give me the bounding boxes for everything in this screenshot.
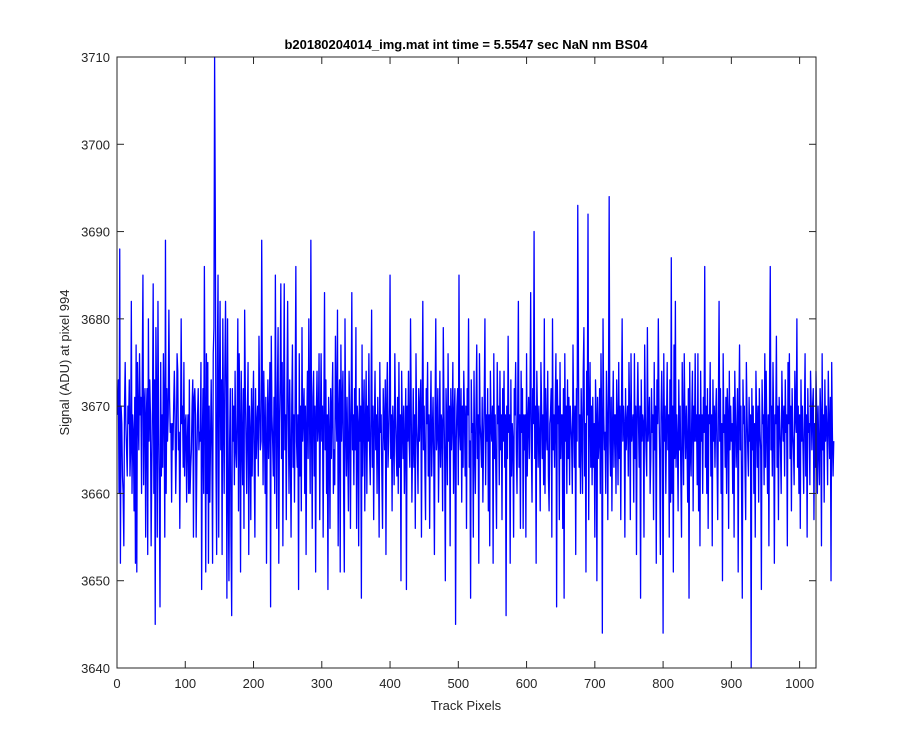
x-tick-label: 500 (447, 676, 469, 691)
x-axis-ticks: 0 100 200 300 400 500 600 700 800 900 1000 (113, 57, 814, 691)
x-tick-label: 0 (113, 676, 120, 691)
y-axis-ticks: 3640 3650 3660 3670 3680 3690 3700 3710 (81, 50, 816, 676)
y-tick-label: 3700 (81, 137, 110, 152)
y-tick-label: 3680 (81, 312, 110, 327)
series-layer (117, 56, 835, 669)
x-axis-label: Track Pixels (431, 698, 502, 713)
y-tick-label: 3690 (81, 225, 110, 240)
x-tick-label: 300 (311, 676, 333, 691)
y-tick-label: 3640 (81, 661, 110, 676)
signal-series-line (117, 56, 835, 669)
chart-title: b20180204014_img.mat int time = 5.5547 s… (284, 37, 648, 52)
x-tick-label: 100 (174, 676, 196, 691)
y-tick-label: 3710 (81, 50, 110, 65)
x-tick-label: 800 (652, 676, 674, 691)
x-tick-label: 900 (721, 676, 743, 691)
y-tick-label: 3660 (81, 486, 110, 501)
y-axis-label: Signal (ADU) at pixel 994 (57, 290, 72, 436)
x-tick-label: 200 (243, 676, 265, 691)
y-tick-label: 3650 (81, 574, 110, 589)
x-tick-label: 700 (584, 676, 606, 691)
x-tick-label: 1000 (785, 676, 814, 691)
x-tick-label: 600 (516, 676, 538, 691)
y-tick-label: 3670 (81, 399, 110, 414)
plot-background (117, 57, 816, 668)
plot-box (116, 56, 817, 669)
x-tick-label: 400 (379, 676, 401, 691)
